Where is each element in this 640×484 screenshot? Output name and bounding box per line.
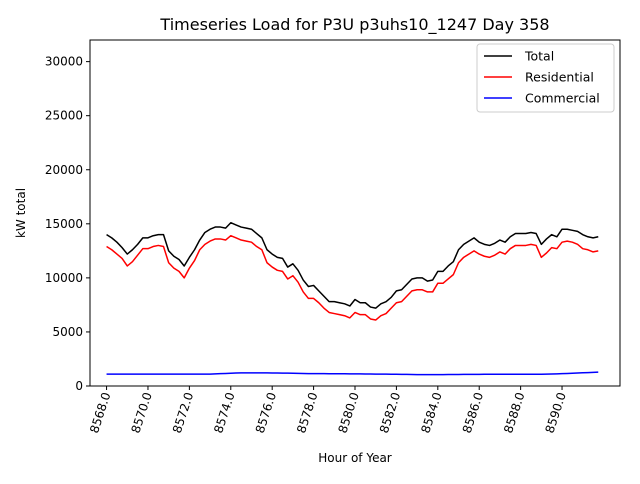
x-tick-label: 8568.0 bbox=[87, 391, 113, 435]
y-tick-label: 5000 bbox=[52, 325, 83, 339]
x-tick-label: 8574.0 bbox=[211, 391, 237, 435]
y-tick-label: 15000 bbox=[45, 217, 83, 231]
y-tick-label: 25000 bbox=[45, 109, 83, 123]
legend: Total Residential Commercial bbox=[476, 43, 615, 113]
y-tick-label: 0 bbox=[75, 379, 83, 393]
x-tick-label: 8588.0 bbox=[501, 391, 527, 435]
legend-label-total: Total bbox=[524, 49, 554, 64]
x-tick-label: 8590.0 bbox=[543, 391, 569, 435]
x-tick-label: 8570.0 bbox=[129, 391, 155, 435]
legend-label-commercial: Commercial bbox=[525, 91, 600, 106]
series-line-total bbox=[106, 221, 599, 309]
plot-area: 0 5000 10000 15000 20000 25000 30000 8568.0 8570… bbox=[45, 39, 621, 435]
x-tick-label: 8580.0 bbox=[336, 391, 362, 435]
y-axis-label: kW total bbox=[14, 188, 28, 238]
y-tick-label: 10000 bbox=[45, 271, 83, 285]
x-tick-label: 8578.0 bbox=[294, 391, 320, 435]
x-tick-label: 8576.0 bbox=[253, 391, 279, 435]
x-tick-label: 8582.0 bbox=[377, 391, 403, 435]
series-line-commercial bbox=[106, 371, 599, 376]
y-tick-label: 30000 bbox=[45, 55, 83, 69]
chart-title: Timeseries Load for P3U p3uhs10_1247 Day… bbox=[159, 15, 549, 35]
x-tick-label: 8572.0 bbox=[170, 391, 196, 435]
x-tick-label: 8584.0 bbox=[418, 391, 444, 435]
x-tick-label: 8586.0 bbox=[460, 391, 486, 435]
x-axis-label: Hour of Year bbox=[318, 451, 392, 465]
series-line-residential bbox=[106, 234, 599, 321]
legend-box bbox=[476, 43, 615, 113]
y-tick-label: 20000 bbox=[45, 163, 83, 177]
legend-label-residential: Residential bbox=[525, 70, 594, 85]
